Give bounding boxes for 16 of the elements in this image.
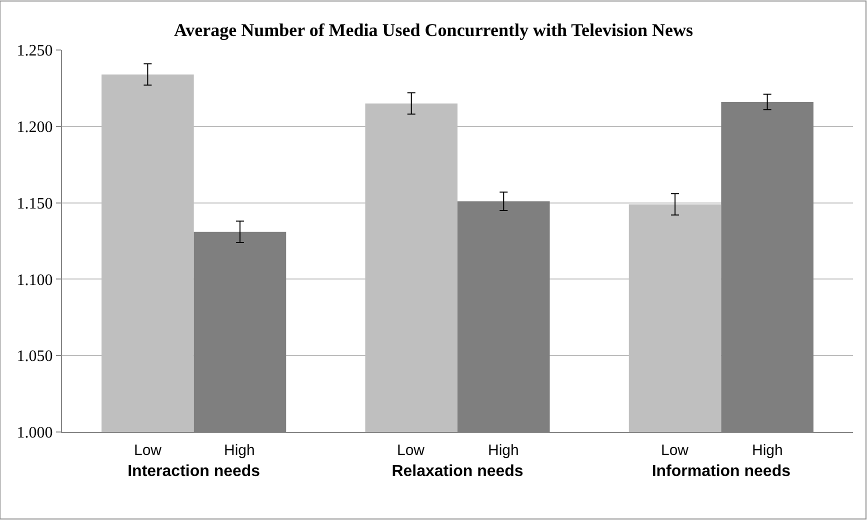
y-tick-label: 1.000 bbox=[16, 424, 53, 442]
y-tick-label: 1.150 bbox=[16, 195, 53, 212]
text: Low bbox=[661, 442, 689, 459]
chart-title: Average Number of Media Used Concurrently with Television News bbox=[174, 20, 693, 40]
text: High bbox=[488, 442, 519, 459]
x-tick-label: Information needs bbox=[652, 463, 791, 480]
y-tick-label: 1.250 bbox=[16, 42, 53, 60]
text: Low bbox=[134, 442, 162, 459]
y-tick-label: 1.100 bbox=[16, 272, 53, 289]
x-tick-label: Interaction needs bbox=[128, 463, 260, 480]
series-label: High bbox=[224, 442, 255, 459]
text: High bbox=[752, 442, 783, 459]
x-tick-label: Relaxation needs bbox=[392, 463, 524, 480]
y-tick-label: 1.050 bbox=[16, 348, 53, 366]
y-tick-label: 1.200 bbox=[16, 119, 53, 136]
series-label: Low bbox=[397, 442, 425, 459]
